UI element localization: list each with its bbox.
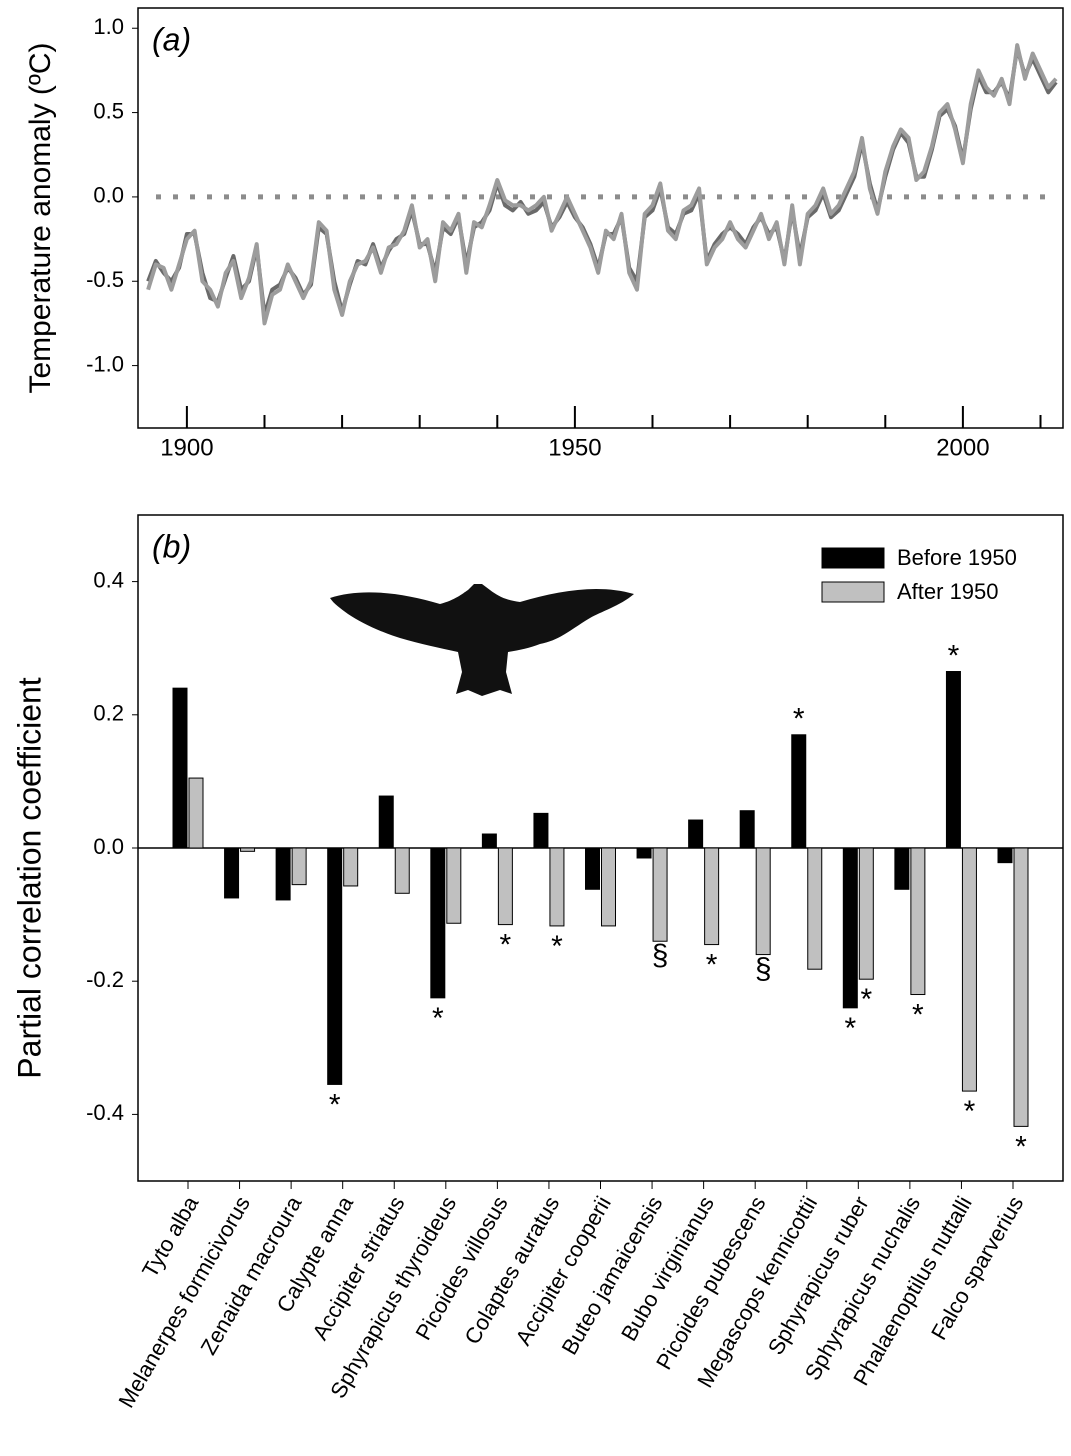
bar bbox=[549, 847, 565, 927]
y-axis-title: Partial correlation coefficient bbox=[11, 677, 47, 1079]
y-tick-label: 0.0 bbox=[93, 183, 124, 208]
bar bbox=[343, 847, 359, 887]
y-tick-label: 0.2 bbox=[93, 701, 124, 726]
y-tick-label: 0.4 bbox=[93, 567, 124, 592]
legend-label: Before 1950 bbox=[897, 545, 1017, 570]
bar bbox=[378, 795, 394, 849]
x-tick-label: 2000 bbox=[936, 434, 989, 461]
bar bbox=[240, 847, 256, 852]
bar bbox=[652, 847, 668, 942]
significance-mark: * bbox=[912, 998, 924, 1031]
bar bbox=[791, 734, 807, 849]
bar bbox=[430, 847, 446, 999]
bar bbox=[188, 777, 204, 849]
legend-label: After 1950 bbox=[897, 579, 999, 604]
significance-mark: § bbox=[755, 952, 772, 985]
y-tick-label: -0.4 bbox=[86, 1100, 124, 1125]
bird-silhouette bbox=[330, 584, 634, 696]
bar bbox=[894, 847, 910, 890]
temperature-line bbox=[146, 43, 1058, 326]
bar bbox=[172, 687, 188, 849]
bar bbox=[446, 847, 462, 924]
bar bbox=[755, 847, 771, 956]
bar bbox=[585, 847, 600, 890]
legend-swatch bbox=[821, 547, 885, 569]
significance-mark: * bbox=[1015, 1130, 1027, 1163]
x-tick-label: 1900 bbox=[160, 434, 213, 461]
bar bbox=[394, 847, 410, 894]
bar bbox=[807, 847, 823, 970]
significance-mark: * bbox=[706, 948, 718, 981]
significance-mark: § bbox=[652, 939, 669, 972]
y-tick-label: 1.0 bbox=[93, 14, 124, 39]
bar bbox=[327, 847, 343, 1085]
bar bbox=[1013, 847, 1029, 1127]
y-tick-label: 0.0 bbox=[93, 834, 124, 859]
y-tick-label: -0.5 bbox=[86, 267, 124, 292]
y-tick-label: -0.2 bbox=[86, 967, 124, 992]
plot-frame bbox=[137, 7, 1064, 429]
bar bbox=[739, 810, 755, 849]
significance-mark: * bbox=[432, 1002, 444, 1035]
y-tick-label: -1.0 bbox=[86, 351, 124, 376]
bar bbox=[688, 819, 704, 849]
significance-mark: * bbox=[964, 1095, 976, 1128]
significance-mark: * bbox=[860, 983, 872, 1016]
bar bbox=[842, 847, 858, 1009]
y-axis-title: Temperature anomaly (ºC) bbox=[24, 42, 57, 393]
panel-label: (a) bbox=[152, 21, 191, 57]
bar bbox=[481, 833, 497, 849]
bar bbox=[497, 847, 513, 926]
bar bbox=[601, 847, 616, 927]
significance-mark: * bbox=[948, 639, 960, 672]
legend-swatch bbox=[821, 581, 885, 603]
significance-mark: * bbox=[793, 703, 805, 736]
bar bbox=[997, 847, 1013, 864]
significance-mark: * bbox=[500, 929, 512, 962]
significance-mark: * bbox=[844, 1012, 856, 1045]
bar bbox=[945, 671, 961, 849]
significance-mark: * bbox=[551, 930, 563, 963]
bar bbox=[910, 847, 926, 996]
bar bbox=[291, 847, 307, 886]
y-tick-label: 0.5 bbox=[93, 98, 124, 123]
bar bbox=[636, 847, 652, 859]
bar bbox=[961, 847, 977, 1092]
bar bbox=[858, 847, 874, 980]
panel-label: (b) bbox=[152, 528, 191, 564]
bar bbox=[533, 812, 549, 849]
bar bbox=[275, 847, 291, 901]
bar bbox=[224, 847, 240, 899]
plot-frame bbox=[137, 514, 1064, 1182]
x-tick-label: 1950 bbox=[548, 434, 601, 461]
bar bbox=[704, 847, 720, 946]
significance-mark: * bbox=[329, 1088, 341, 1121]
